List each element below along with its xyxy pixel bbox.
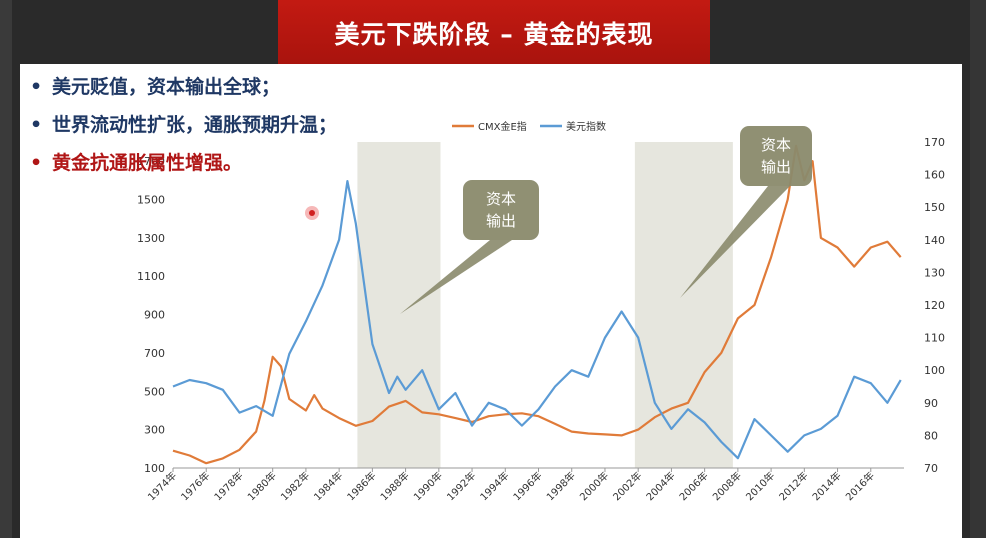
- x-tick-label: 2004年: [643, 469, 677, 503]
- y-left-tick-label: 700: [144, 347, 165, 360]
- bullet-text: 世界流动性扩张，通胀预期升温；: [52, 114, 338, 136]
- x-tick-label: 1984年: [311, 469, 345, 503]
- x-tick-label: 2008年: [710, 469, 744, 503]
- shaded-period: [357, 142, 441, 468]
- title-banner: 美元下跌阶段 – 黄金的表现: [278, 0, 710, 66]
- y-right-tick-label: 150: [924, 201, 945, 214]
- y-left-tick-label: 500: [144, 385, 165, 398]
- y-right-tick-label: 110: [924, 332, 945, 345]
- bullet-item: • 世界流动性扩张，通胀预期升温；: [30, 114, 338, 136]
- y-right-tick-label: 70: [924, 462, 938, 475]
- callout-box: [463, 180, 539, 240]
- x-tick-label: 2006年: [676, 469, 710, 503]
- x-tick-label: 2002年: [610, 469, 644, 503]
- x-tick-label: 2014年: [809, 469, 843, 503]
- y-right-tick-label: 140: [924, 234, 945, 247]
- shaded-period: [634, 142, 733, 468]
- callout-text: 资本: [486, 190, 516, 208]
- callout-box: [740, 126, 812, 186]
- y-right-tick-label: 100: [924, 364, 945, 377]
- y-left-tick-label: 1700: [137, 155, 165, 168]
- y-left-tick-label: 100: [144, 462, 165, 475]
- x-tick-label: 1982年: [278, 469, 312, 503]
- y-right-tick-label: 90: [924, 397, 938, 410]
- x-tick-label: 2016年: [843, 469, 877, 503]
- left-frame: [0, 0, 12, 538]
- right-frame: [970, 0, 986, 538]
- callout-pointer: [680, 186, 790, 298]
- slide-content: 100 300 500 700 900 1100 1300 1500 1700 70 80 90 100…: [20, 64, 962, 538]
- y-right-tick-label: 80: [924, 429, 938, 442]
- bullet-item: • 美元贬值，资本输出全球；: [30, 76, 281, 98]
- chart-area: 100 300 500 700 900 1100 1300 1500 1700 70 80 90 100…: [137, 120, 945, 503]
- series-line: [172, 179, 902, 460]
- bullet-text: 黄金抗通胀属性增强。: [52, 152, 243, 174]
- y-left-tick-label: 1500: [137, 194, 165, 207]
- x-tick-label: 1990年: [411, 469, 445, 503]
- x-tick-label: 1978年: [211, 469, 245, 503]
- y-right-tick-label: 130: [924, 266, 945, 279]
- bullet-item: • 黄金抗通胀属性增强。: [30, 152, 243, 174]
- callout-text: 输出: [761, 158, 791, 176]
- legend-label: CMX金E指: [478, 120, 527, 133]
- y-right-tick-label: 160: [924, 169, 945, 182]
- x-tick-label: 1976年: [178, 469, 212, 503]
- y-left-tick-label: 1100: [137, 270, 165, 283]
- cursor-marker-core: [309, 210, 315, 216]
- x-tick-label: 2010年: [743, 469, 777, 503]
- callout-pointer: [400, 240, 512, 314]
- y-left-tick-label: 900: [144, 309, 165, 322]
- x-tick-label: 1998年: [544, 469, 578, 503]
- x-tick-label: 1996年: [510, 469, 544, 503]
- callout-text: 资本: [761, 136, 791, 154]
- y-left-tick-label: 300: [144, 424, 165, 437]
- x-tick-label: 1988年: [377, 469, 411, 503]
- x-tick-label: 1994年: [477, 469, 511, 503]
- x-tick-label: 2000年: [577, 469, 611, 503]
- bullet-text: 美元贬值，资本输出全球；: [52, 76, 281, 98]
- callout-text: 输出: [486, 212, 516, 230]
- legend-label: 美元指数: [566, 120, 606, 133]
- x-tick-label: 1980年: [245, 469, 279, 503]
- y-right-tick-label: 120: [924, 299, 945, 312]
- x-tick-label: 1986年: [344, 469, 378, 503]
- y-left-tick-label: 1300: [137, 232, 165, 245]
- x-tick-label: 1992年: [444, 469, 478, 503]
- y-right-tick-label: 170: [924, 136, 945, 149]
- bullet-list: • 美元贬值，资本输出全球； • 世界流动性扩张，通胀预期升温； • 黄金抗通胀属性增…: [30, 68, 337, 182]
- slide-title: 美元下跌阶段 – 黄金的表现: [334, 20, 654, 49]
- x-tick-label: 2012年: [776, 469, 810, 503]
